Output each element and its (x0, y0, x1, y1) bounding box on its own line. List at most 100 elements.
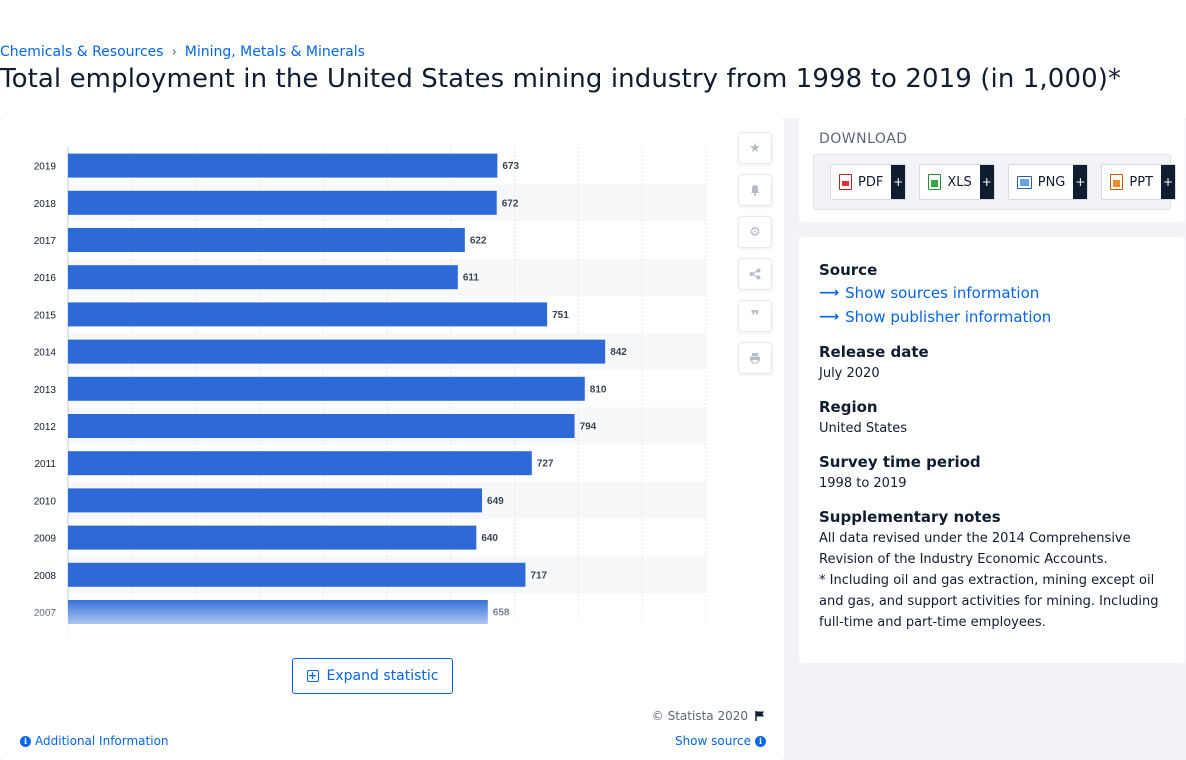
category-label-2015: 2015 (34, 310, 57, 321)
bar-2014[interactable] (68, 339, 606, 364)
show-sources-label: Show sources information (845, 284, 1040, 302)
expand-statistic-button[interactable]: + Expand statistic (292, 658, 453, 694)
bell-icon[interactable] (738, 174, 772, 206)
download-title: DOWNLOAD (819, 131, 908, 147)
chart-toolbar: ★ ⚙ ❞ (738, 132, 772, 374)
category-label-2009: 2009 (34, 534, 57, 545)
share-icon[interactable] (738, 258, 772, 290)
bar-2015[interactable] (68, 302, 548, 327)
survey-period-label: Survey time period (819, 453, 981, 471)
source-label: Source (819, 261, 878, 279)
flag-icon[interactable] (754, 710, 766, 722)
category-label-2008: 2008 (34, 571, 57, 582)
region-label: Region (819, 398, 878, 416)
star-icon[interactable]: ★ (738, 132, 772, 164)
bar-2007[interactable] (68, 600, 488, 624)
region-value: United States (819, 421, 908, 436)
download-pdf-label: PDF (858, 174, 884, 190)
xls-file-icon (928, 174, 942, 190)
download-ppt-button[interactable]: PPT + (1101, 164, 1176, 200)
value-label-2013: 810 (590, 384, 607, 395)
bar-2013[interactable] (68, 376, 585, 401)
plus-square-icon: + (306, 669, 319, 682)
plus-icon: + (979, 165, 994, 199)
category-label-2007: 2007 (34, 608, 57, 619)
value-label-2007: 658 (493, 608, 510, 619)
category-label-2019: 2019 (34, 162, 57, 173)
category-label-2016: 2016 (34, 273, 57, 284)
show-publisher-link[interactable]: ⟶ Show publisher information (819, 308, 1051, 326)
value-label-2016: 611 (463, 273, 480, 284)
category-label-2017: 2017 (34, 236, 57, 247)
print-icon[interactable] (738, 342, 772, 374)
additional-information-label: Additional Information (35, 734, 169, 748)
copyright: © Statista 2020 (652, 709, 766, 723)
category-label-2018: 2018 (34, 199, 57, 210)
bar-2011[interactable] (68, 451, 532, 476)
quote-icon[interactable]: ❞ (738, 300, 772, 332)
gear-icon[interactable]: ⚙ (738, 216, 772, 248)
value-label-2017: 622 (470, 236, 487, 247)
release-date-label: Release date (819, 343, 929, 361)
download-xls-button[interactable]: XLS + (919, 164, 995, 200)
bar-chart: 2019 673 2018 672 2017 622 2016 611 2015 751 2014 8… (34, 147, 707, 635)
breadcrumb-item-chemicals[interactable]: Chemicals & Resources (0, 44, 164, 60)
png-file-icon (1016, 175, 1032, 189)
category-label-2012: 2012 (34, 422, 57, 433)
value-label-2009: 640 (481, 533, 498, 544)
value-label-2014: 842 (610, 347, 627, 358)
top-bar (0, 0, 1186, 38)
info-icon: i (20, 735, 31, 747)
bar-2010[interactable] (68, 488, 483, 513)
supplementary-notes-text-1: All data revised under the 2014 Comprehe… (819, 531, 1131, 567)
value-label-2019: 673 (502, 161, 519, 172)
show-source-label: Show source (674, 734, 751, 748)
bar-2019[interactable] (68, 153, 498, 178)
additional-information-link[interactable]: i Additional Information (20, 734, 169, 748)
category-label-2011: 2011 (34, 459, 56, 470)
value-label-2011: 727 (537, 459, 554, 470)
download-pdf-button[interactable]: PDF + (830, 164, 907, 200)
arrow-right-icon: ⟶ (819, 309, 840, 325)
value-label-2008: 717 (530, 570, 547, 581)
pdf-file-icon (839, 174, 852, 190)
chevron-right-icon: › (171, 44, 177, 60)
chart-card: 2019 673 2018 672 2017 622 2016 611 2015 751 2014 8… (0, 118, 784, 760)
bar-2017[interactable] (68, 228, 465, 252)
category-label-2010: 2010 (34, 496, 57, 507)
plus-icon: + (1073, 165, 1088, 199)
page-title: Total employment in the United States mi… (0, 64, 1122, 94)
page-header: Chemicals & Resources › Mining, Metals &… (0, 38, 1186, 118)
value-label-2015: 751 (552, 310, 569, 321)
arrow-right-icon: ⟶ (819, 285, 840, 301)
bar-2009[interactable] (68, 525, 477, 550)
show-source-link[interactable]: Show source i (675, 734, 766, 748)
expand-statistic-label: Expand statistic (326, 668, 439, 684)
bar-2016[interactable] (68, 265, 458, 290)
download-xls-label: XLS (947, 174, 972, 190)
copyright-text: © Statista 2020 (651, 709, 748, 723)
bar-2012[interactable] (68, 414, 575, 438)
download-ppt-label: PPT (1129, 174, 1153, 190)
download-buttons: PDF + XLS + PNG + PPT + (813, 154, 1176, 210)
supplementary-notes-text-2: * Including oil and gas extraction, mini… (819, 573, 1159, 630)
show-sources-link[interactable]: ⟶ Show sources information (819, 284, 1039, 302)
supplementary-notes-label: Supplementary notes (819, 508, 1001, 526)
bar-2008[interactable] (68, 562, 526, 587)
statistic-info-card: Source ⟶ Show sources information ⟶ Show… (799, 237, 1185, 663)
info-icon: i (755, 735, 766, 747)
download-png-button[interactable]: PNG + (1007, 164, 1089, 200)
value-label-2010: 649 (487, 496, 504, 507)
category-label-2014: 2014 (34, 348, 57, 359)
download-card: DOWNLOAD PDF + XLS + PNG + PPT + (799, 118, 1185, 222)
show-publisher-label: Show publisher information (845, 308, 1052, 326)
download-png-label: PNG (1037, 174, 1066, 190)
plus-icon: + (1161, 165, 1175, 199)
breadcrumb-item-mining[interactable]: Mining, Metals & Minerals (184, 44, 365, 60)
breadcrumb: Chemicals & Resources › Mining, Metals &… (0, 44, 365, 60)
survey-period-value: 1998 to 2019 (819, 476, 907, 491)
plus-icon: + (891, 165, 906, 199)
release-date-value: July 2020 (819, 366, 880, 381)
category-label-2013: 2013 (34, 385, 57, 396)
bar-2018[interactable] (68, 190, 497, 215)
